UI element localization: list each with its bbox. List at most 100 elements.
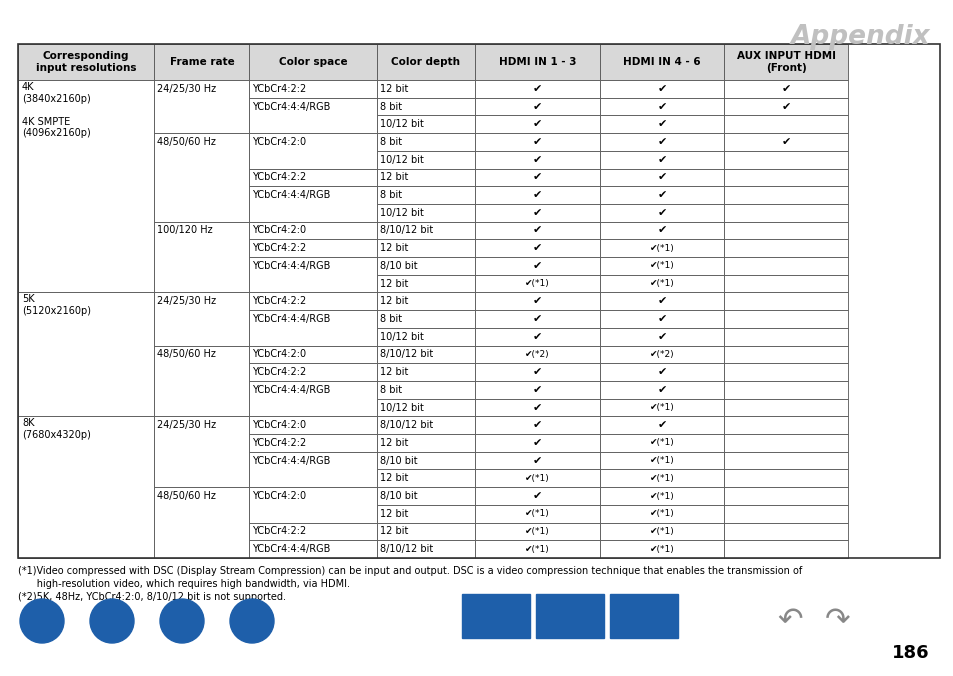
Bar (723, 151, 847, 168)
Bar (376, 204, 475, 222)
Bar (18, 204, 154, 222)
Bar (154, 381, 249, 399)
Text: ✔: ✔ (533, 332, 541, 341)
Bar (249, 98, 376, 116)
Bar (154, 487, 249, 505)
Bar (723, 469, 847, 487)
Text: YCbCr4:4:4/RGB: YCbCr4:4:4/RGB (253, 190, 331, 200)
Bar (599, 416, 723, 434)
Bar (249, 487, 376, 523)
Bar (18, 116, 154, 133)
Bar (154, 416, 249, 434)
Text: ✔: ✔ (533, 155, 541, 165)
Text: 12 bit: 12 bit (379, 84, 408, 94)
Text: ✔: ✔ (657, 296, 666, 306)
Text: YCbCr4:4:4/RGB: YCbCr4:4:4/RGB (253, 101, 331, 112)
Bar (599, 363, 723, 381)
Bar (475, 381, 599, 399)
Bar (475, 80, 599, 98)
Text: 12 bit: 12 bit (379, 509, 408, 518)
Bar (599, 257, 723, 274)
Text: ✔: ✔ (781, 101, 790, 112)
Text: ✔(*1): ✔(*1) (649, 243, 674, 253)
Bar (376, 274, 475, 293)
Bar (18, 381, 154, 399)
Circle shape (90, 599, 133, 643)
Bar (461, 594, 530, 638)
Bar (723, 523, 847, 540)
Text: 12 bit: 12 bit (379, 438, 408, 448)
Bar (376, 540, 475, 558)
Text: 5K
(5120x2160p): 5K (5120x2160p) (22, 295, 91, 316)
Bar (154, 416, 249, 487)
Bar (475, 505, 599, 523)
Text: 8/10/12 bit: 8/10/12 bit (379, 349, 433, 360)
Bar (599, 80, 723, 98)
Bar (249, 293, 376, 310)
Bar (376, 257, 475, 274)
Text: YCbCr4:2:2: YCbCr4:2:2 (253, 296, 306, 306)
Text: ✔: ✔ (657, 119, 666, 129)
Text: 8 bit: 8 bit (379, 190, 401, 200)
Text: ✔: ✔ (657, 101, 666, 112)
Text: 24/25/30 Hz: 24/25/30 Hz (157, 296, 216, 306)
Bar (609, 594, 678, 638)
Bar (18, 44, 939, 558)
Bar (249, 80, 376, 98)
Bar (723, 505, 847, 523)
Bar (154, 80, 249, 98)
Text: YCbCr4:4:4/RGB: YCbCr4:4:4/RGB (253, 261, 331, 271)
Bar (154, 98, 249, 116)
Text: 8/10/12 bit: 8/10/12 bit (379, 226, 433, 235)
Bar (18, 80, 154, 98)
Text: 24/25/30 Hz: 24/25/30 Hz (157, 84, 216, 94)
Text: ✔: ✔ (657, 367, 666, 377)
Text: YCbCr4:2:0: YCbCr4:2:0 (253, 137, 306, 147)
Text: YCbCr4:2:2: YCbCr4:2:2 (253, 438, 306, 448)
Bar (475, 293, 599, 310)
Text: ↷: ↷ (824, 606, 850, 635)
Bar (18, 416, 154, 434)
Bar (154, 116, 249, 133)
Text: ✔(*1): ✔(*1) (649, 527, 674, 536)
Bar (475, 116, 599, 133)
Text: YCbCr4:4:4/RGB: YCbCr4:4:4/RGB (253, 385, 331, 395)
Bar (249, 434, 376, 452)
Bar (599, 487, 723, 505)
Bar (249, 222, 376, 239)
Bar (376, 44, 475, 80)
Bar (154, 328, 249, 345)
Bar (18, 274, 154, 293)
Bar (154, 469, 249, 487)
Bar (599, 310, 723, 328)
Bar (18, 133, 154, 151)
Bar (18, 80, 154, 293)
Text: 48/50/60 Hz: 48/50/60 Hz (157, 491, 216, 501)
Bar (376, 116, 475, 133)
Bar (249, 345, 376, 363)
Bar (154, 222, 249, 293)
Text: 12 bit: 12 bit (379, 296, 408, 306)
Text: ✔: ✔ (657, 190, 666, 200)
Bar (723, 345, 847, 363)
Bar (154, 363, 249, 381)
Bar (599, 399, 723, 416)
Bar (723, 399, 847, 416)
Bar (18, 151, 154, 168)
Bar (154, 80, 249, 133)
Bar (599, 151, 723, 168)
Bar (249, 416, 376, 434)
Bar (475, 151, 599, 168)
Text: ✔: ✔ (533, 243, 541, 254)
Bar (536, 594, 603, 638)
Bar (376, 98, 475, 116)
Bar (154, 293, 249, 310)
Bar (249, 381, 376, 399)
Bar (249, 540, 376, 558)
Bar (249, 452, 376, 469)
Bar (599, 345, 723, 363)
Bar (249, 44, 376, 80)
Bar (376, 505, 475, 523)
Text: YCbCr4:2:2: YCbCr4:2:2 (253, 243, 306, 254)
Text: 12 bit: 12 bit (379, 473, 408, 483)
